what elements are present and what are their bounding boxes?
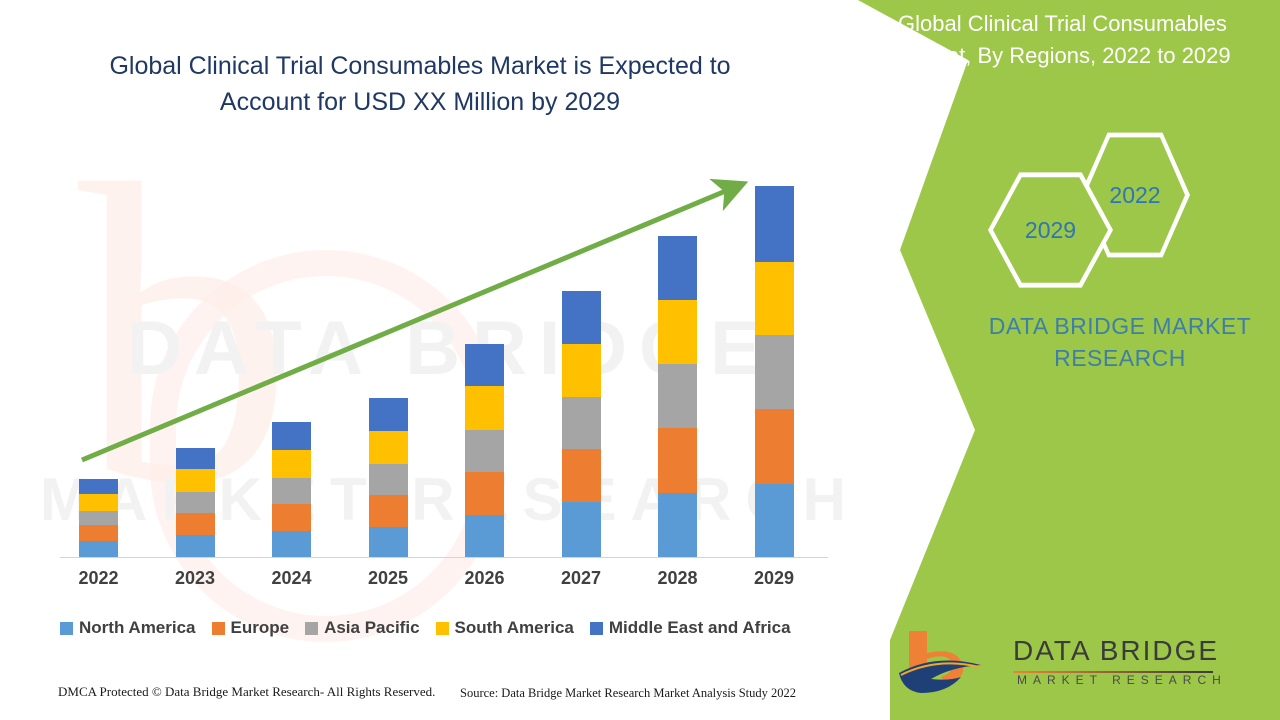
bar-segment [175,469,215,492]
bar-segment [658,493,697,557]
bar-segment [561,291,601,344]
x-axis-label-2024: 2024 [271,568,312,588]
bar-segment [175,448,215,469]
bar-segment [561,397,601,449]
bar-segment [561,344,601,397]
bar-segment [658,428,697,493]
source-note: Source: Data Bridge Market Research Mark… [460,686,797,700]
bar-segment [79,525,118,541]
bar-segment [175,513,215,535]
legend-label: North America [79,618,196,637]
bar-segment [79,479,118,494]
bar-segment [465,472,504,515]
bar-segment [465,344,504,386]
legend-item[interactable]: Asia Pacific [305,618,420,638]
x-axis-label-2029: 2029 [753,568,795,588]
logo-name: DATA BRIDGE [1013,635,1220,666]
bar-segment [79,511,118,525]
bar-segment [79,494,118,511]
bar-segment [272,450,311,478]
bar-segment [754,335,794,409]
bar-segment [754,262,794,335]
legend-label: Europe [230,618,290,637]
x-axis-label-2025: 2025 [367,568,409,588]
bar-segment [561,449,601,502]
bar-segment [272,531,311,557]
x-axis-line [60,557,828,558]
side-panel-title: Global Clinical Trial Consumables Market… [898,11,1231,68]
legend-item[interactable]: North America [60,618,196,638]
logo-divider [1013,671,1213,673]
hexagon-badge-2029-label: 2029 [1024,216,1077,243]
legend-label: Middle East and Africa [608,618,791,637]
bar-segment [368,398,408,431]
copyright-notice: DMCA Protected © Data Bridge Market Rese… [58,684,436,699]
bar-2028[interactable] [658,236,697,557]
bar-segment [175,535,215,557]
x-axis-labels: 2022 2023 2024 2025 2026 2027 2028 2029 [60,568,830,596]
bar-2022[interactable] [79,479,118,557]
chart-legend: North America Europe Asia Pacific South Ame… [60,616,807,640]
data-bridge-b-swoosh-logo-icon [899,631,981,693]
bar-segment [368,527,408,557]
logo-subtitle: MARKET RESEARCH [1017,673,1227,687]
bar-2026[interactable] [465,344,504,557]
bar-segment [368,464,408,495]
chart-plot-area [60,150,830,560]
x-axis-label-2023: 2023 [174,568,216,588]
bar-2024[interactable] [272,422,311,557]
bar-segment [272,504,311,531]
bar-segment [658,364,697,428]
watermark-line2: MARKET RESEARCH [39,466,861,533]
bar-segment [175,492,215,513]
legend-item[interactable]: South America [435,618,574,638]
bar-segment [754,409,794,484]
bar-segment [272,422,311,450]
legend-swatch-icon [211,621,225,635]
page-title: Global Clinical Trial Consumables Market… [109,52,731,116]
bar-segment [465,386,504,430]
legend-item[interactable]: Europe [211,618,290,638]
legend-swatch-icon [589,621,603,635]
x-axis-label-2026: 2026 [464,568,505,588]
bar-segment [368,495,408,527]
hexagon-badges: 2022 2029 [980,130,1210,295]
logo: DATA BRIDGE MARKET RESEARCH [895,625,1255,705]
bar-segment [272,478,311,504]
bar-segment [561,502,601,557]
x-axis-label-2028: 2028 [657,568,698,588]
bar-segment [465,515,504,557]
legend-label: South America [454,618,574,637]
legend-swatch-icon [435,621,449,635]
bar-segment [368,431,408,464]
legend-swatch-icon [60,621,73,635]
bar-segment [79,541,118,557]
bar-segment [754,186,794,262]
x-axis-label-2022: 2022 [78,568,119,588]
legend-label: Asia Pacific [324,618,420,637]
bar-2029[interactable] [754,186,794,557]
bar-2025[interactable] [368,398,408,557]
hexagon-badge-2022-label: 2022 [1109,181,1161,208]
bar-2027[interactable] [561,291,601,557]
brand-name: DATA BRIDGE MARKET RESEARCH [988,313,1252,371]
bar-segment [754,484,794,557]
bar-2023[interactable] [175,448,215,557]
legend-item[interactable]: Middle East and Africa [589,618,791,638]
legend-swatch-icon [305,621,319,635]
x-axis-label-2027: 2027 [560,568,602,588]
bar-segment [658,300,697,364]
bar-segment [465,430,504,472]
bar-segment [658,236,697,300]
